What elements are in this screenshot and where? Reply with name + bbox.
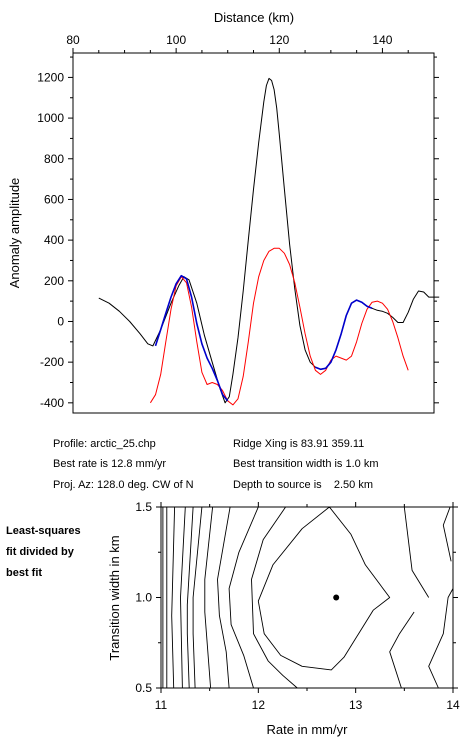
contour-line-9 [228,506,259,689]
y-tick-label-400: 400 [44,233,64,247]
top-x-tick-label-100: 100 [166,33,186,47]
contour-line-8 [217,506,231,689]
side-note-line-1: Least-squares [6,525,81,537]
y-tick-label-200: 200 [44,274,64,288]
side-note-line-2: fit divided by [6,546,74,558]
misfit-contour-chart: Rate in mm/yr Transition width in km 11 1… [107,500,460,737]
rate-axis-label: Rate in mm/yr [267,722,349,737]
transition-width-axis-label: Transition width in km [107,535,122,660]
profile-label: Profile: arctic_25.chp [53,438,156,450]
contour-line-12 [389,611,415,689]
y-tick-label-0: 0 [57,314,64,328]
fit-segment-line-2 [315,299,373,371]
contour-line-14 [403,506,430,598]
contour-line-5 [186,506,194,689]
anomaly-profile-chart: Distance (km) Anomaly amplitude 80 100 120… [7,10,440,414]
contour-line-3 [171,506,176,689]
contour-line-6 [192,506,203,689]
contour-line-15 [442,506,452,562]
best-fit-point [333,594,340,601]
rate-tick-label-14: 14 [446,698,460,712]
contour-line-4 [180,506,186,689]
y-tick-label-1000: 1000 [37,111,64,125]
rate-tick-label-12: 12 [252,698,266,712]
side-note: Least-squares fit divided by best fit [6,521,81,584]
rate-tick-label-11: 11 [155,698,168,712]
y-tick-label--200: -200 [40,355,64,369]
contour-line-11 [257,506,391,671]
y-tick-label--400: -400 [40,396,64,410]
best-rate-label: Best rate is 12.8 mm/yr [53,458,167,470]
width-tick-label-0.5: 0.5 [135,681,152,695]
source-depth-label: Depth to source is 2.50 km [233,479,374,491]
best-width-label: Best transition width is 1.0 km [233,458,379,470]
y-tick-label-800: 800 [44,152,64,166]
y-tick-label-600: 600 [44,192,64,206]
top-x-tick-label-80: 80 [66,33,80,47]
model-anomaly-line [149,247,409,406]
observed-anomaly-line [98,77,440,404]
contour-line-13 [428,588,454,689]
ridge-crossing-label: Ridge Xing is 83.91 359.11 [233,438,365,450]
projection-azimuth-label: Proj. Az: 128.0 deg. CW of N [53,479,194,491]
side-note-line-3: best fit [6,567,43,579]
width-tick-label-1.5: 1.5 [135,500,152,514]
top-x-tick-label-120: 120 [269,33,289,47]
contour-line-10 [251,506,298,689]
y-tick-label-1200: 1200 [37,70,64,84]
fit-segment-line-1 [154,274,229,402]
top-x-tick-label-140: 140 [372,33,392,47]
rate-tick-label-13: 13 [349,698,363,712]
contour-line-7 [204,506,214,689]
anomaly-plot-frame [72,52,435,414]
width-tick-label-1.0: 1.0 [135,591,152,605]
top-x-axis-label: Distance (km) [214,10,294,25]
y-axis-label: Anomaly amplitude [7,178,22,289]
